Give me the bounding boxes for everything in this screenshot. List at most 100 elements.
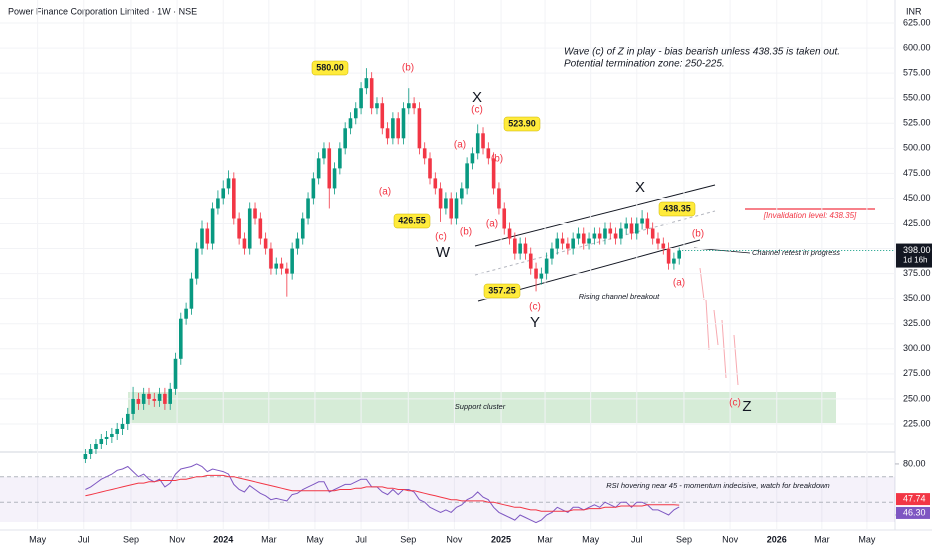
price-callout [503, 116, 541, 132]
candle-body [391, 118, 395, 139]
price-callout [658, 201, 696, 217]
candle-body [136, 398, 141, 404]
wave-label: (c) [529, 302, 541, 313]
rsi-tick-label: 80.00 [903, 458, 926, 468]
candle-body [539, 273, 544, 279]
candle-body [396, 118, 400, 139]
candle-body [438, 188, 443, 209]
countdown: 1d 16h [903, 256, 927, 265]
candle-body [661, 243, 666, 249]
wave-label: (b) [491, 154, 503, 165]
candle-body [184, 308, 188, 319]
rsi-band [0, 476, 895, 522]
price-callout-label: 523.90 [508, 118, 536, 128]
x-tick-label: May [582, 534, 600, 544]
x-tick-label: Sep [400, 534, 416, 544]
caption: Rising channel breakout [579, 292, 660, 301]
candle-body [666, 248, 671, 264]
x-tick-label: Mar [537, 534, 553, 544]
candle-body [232, 178, 236, 219]
support-zone [128, 392, 836, 423]
candle-body [258, 218, 263, 239]
candle-body [348, 118, 353, 129]
rsi-line [85, 474, 680, 512]
wave-label: W [436, 244, 451, 261]
y-tick-label: 500.00 [903, 143, 931, 153]
candle-body [157, 393, 162, 401]
candle-body [454, 198, 459, 219]
candle-body [677, 250, 682, 259]
candle-body [656, 238, 660, 244]
y-tick-label: 525.00 [903, 118, 931, 128]
candle-body [460, 188, 464, 199]
y-tick-label: 275.00 [903, 368, 931, 378]
candle-body [179, 318, 183, 359]
y-tick-label: 225.00 [903, 418, 931, 428]
caption: RSI hovering near 45 - momentum indecisi… [606, 481, 829, 490]
wave-label: (b) [692, 229, 704, 240]
y-tick-label: 300.00 [903, 343, 931, 353]
x-tick-label: May [29, 534, 47, 544]
candle-body [216, 198, 220, 209]
wave-label: X [472, 89, 482, 106]
wave-label: (c) [435, 232, 447, 243]
rsi-last-box [896, 493, 930, 506]
candle-body [608, 228, 613, 234]
candle-body [528, 253, 533, 269]
candle-body [550, 248, 554, 259]
candle-body [619, 228, 623, 239]
note: Potential termination zone: 250-225. [564, 59, 725, 70]
wave-label: (a) [486, 219, 498, 230]
candle-body [375, 103, 379, 109]
candle-body [210, 208, 215, 244]
y-tick-label: 625.00 [903, 17, 931, 27]
y-tick-label: 575.00 [903, 68, 931, 78]
wave-label: (b) [402, 63, 414, 74]
candle-body [173, 358, 178, 389]
candle-body [364, 78, 369, 89]
candle-body [428, 158, 432, 179]
x-tick-label: Mar [814, 534, 830, 544]
price-callout-label: 426.55 [398, 215, 426, 225]
x-tick-label: Mar [261, 534, 277, 544]
rsi-last-label: 47.74 [903, 493, 926, 503]
x-tick-label: Nov [722, 534, 739, 544]
candle-body [475, 133, 480, 154]
wave-label: (a) [454, 140, 466, 151]
candle-body [449, 198, 454, 219]
wave-label: (a) [673, 278, 685, 289]
chart-title: Power Finance Corporation Limited · 1W ·… [8, 6, 197, 16]
candle-body [624, 223, 628, 229]
candle-body [534, 268, 538, 279]
candle-body [253, 208, 257, 219]
rsi-last-box [896, 506, 930, 519]
x-tick-label: 2024 [213, 534, 233, 544]
candle-body [88, 449, 93, 455]
candle-body [285, 268, 289, 274]
candle-body [523, 243, 528, 254]
note: Wave (c) of Z in play - bias bearish unl… [564, 47, 840, 58]
candle-body [571, 238, 575, 249]
candle-body [465, 163, 469, 189]
candle-body [200, 228, 204, 249]
candle-body [242, 238, 247, 249]
wave-label: (c) [729, 398, 741, 409]
candle-body [83, 454, 88, 460]
candle-body [613, 233, 618, 239]
candle-body [343, 128, 347, 149]
candle-body [645, 218, 650, 229]
candle-body [576, 233, 581, 239]
caption: Channel retest in progress [752, 248, 840, 257]
candle-body [189, 278, 194, 309]
caption: Support cluster [455, 402, 506, 411]
candle-body [316, 158, 321, 179]
wave-label: X [635, 179, 645, 196]
x-tick-label: Nov [169, 534, 186, 544]
x-tick-label: Sep [676, 534, 692, 544]
candle-body [359, 88, 363, 109]
candle-body [634, 223, 639, 234]
candle-body [507, 228, 512, 239]
candle-body [401, 108, 406, 139]
candle-body [263, 238, 268, 249]
candle-body [147, 393, 151, 399]
